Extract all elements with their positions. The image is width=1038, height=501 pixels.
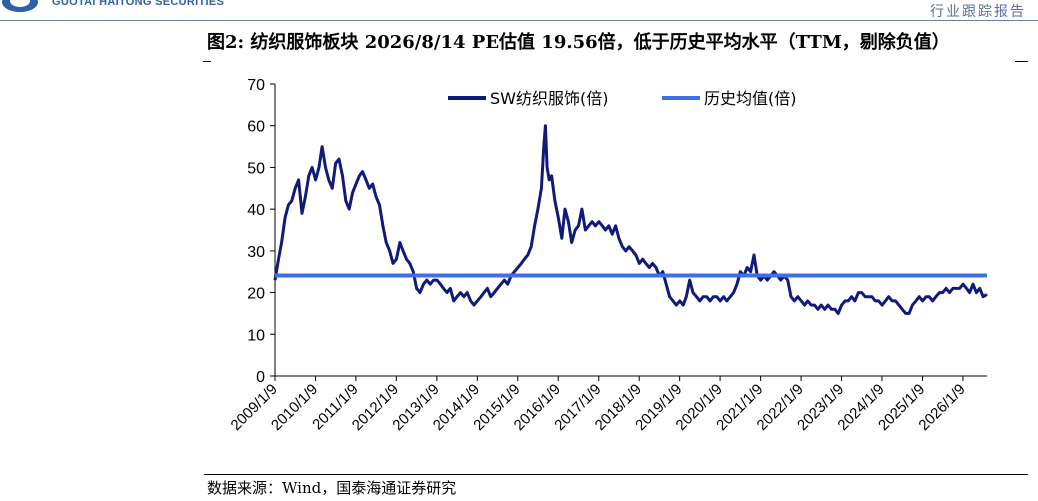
- y-tick-label: 20: [247, 286, 265, 303]
- legend-label: 历史均值(倍): [704, 89, 797, 108]
- y-tick-label: 40: [247, 202, 265, 219]
- y-tick-label: 10: [247, 327, 265, 344]
- report-type-label: 行业跟踪报告: [930, 4, 1026, 20]
- header-divider: [0, 20, 1038, 21]
- legend-label: SW纺织服饰(倍): [490, 89, 608, 108]
- y-axis: 0 10 20 30 40 50 60 70: [247, 77, 276, 386]
- x-axis: 2009/1/92010/1/92011/1/92012/1/92013/1/9…: [228, 375, 987, 434]
- source-divider: [204, 474, 1028, 475]
- y-tick-label: 60: [247, 119, 265, 136]
- series-layer: [273, 124, 988, 315]
- brand-name: GUOTAI HAITONG SECURITIES: [52, 0, 225, 8]
- title-rule-right: [1015, 61, 1028, 62]
- brand-bar: GUOTAI HAITONG SECURITIES: [0, 0, 230, 20]
- gtht-logo-icon: [2, 0, 38, 12]
- y-tick-label: 50: [247, 160, 265, 177]
- figure-title: 图2: 纺织服饰板块 2026/8/14 PE估值 19.56倍，低于历史平均水…: [207, 32, 950, 53]
- series-line-sw-textile: [273, 124, 988, 315]
- y-tick-label: 0: [256, 369, 265, 386]
- source-note: 数据来源：Wind，国泰海通证券研究: [207, 479, 457, 497]
- title-rule-left: [203, 61, 211, 62]
- legend: SW纺织服饰(倍) 历史均值(倍): [448, 89, 797, 108]
- y-tick-label: 70: [247, 77, 265, 94]
- y-tick-label: 30: [247, 244, 265, 261]
